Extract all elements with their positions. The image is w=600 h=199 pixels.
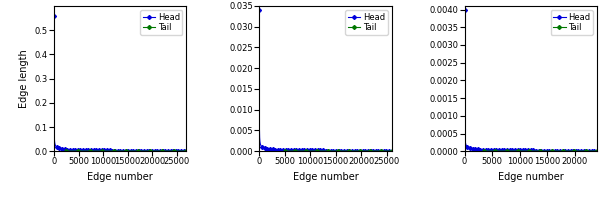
Line: Head: Head [258, 9, 393, 152]
Legend: Head, Tail: Head, Tail [551, 10, 593, 35]
Line: Tail: Tail [482, 150, 598, 152]
Legend: Head, Tail: Head, Tail [140, 10, 182, 35]
Head [388, 149, 395, 152]
Tail [539, 150, 547, 152]
Tail [388, 150, 395, 152]
Head [183, 150, 190, 152]
Head [72, 149, 79, 151]
Tail [388, 150, 395, 152]
Head [461, 8, 468, 11]
Head [357, 149, 364, 152]
Tail [574, 150, 581, 152]
Tail [82, 150, 89, 152]
Head [282, 149, 289, 151]
Head [593, 149, 600, 152]
Head [324, 149, 331, 152]
Tail [62, 150, 70, 152]
Head [531, 149, 538, 152]
Tail [358, 150, 365, 152]
Head [136, 149, 143, 152]
Head [551, 149, 559, 152]
Tail [480, 150, 487, 152]
Tail [383, 150, 390, 152]
Tail [101, 150, 109, 152]
Line: Head: Head [463, 8, 598, 152]
Line: Tail: Tail [65, 150, 188, 152]
Head [96, 149, 103, 152]
Head [137, 149, 144, 152]
Head [109, 149, 116, 152]
Head [50, 15, 58, 17]
Tail [104, 150, 111, 152]
Tail [183, 150, 190, 152]
X-axis label: Edge number: Edge number [498, 172, 563, 182]
Head [264, 148, 271, 150]
Y-axis label: Edge length: Edge length [19, 49, 29, 108]
Line: Head: Head [53, 14, 188, 152]
Tail [307, 150, 314, 152]
Line: Tail: Tail [283, 150, 393, 152]
Tail [172, 150, 179, 152]
Head [256, 9, 263, 11]
Tail [593, 150, 600, 152]
Head [100, 149, 107, 152]
Head [589, 149, 596, 152]
Tail [100, 150, 107, 152]
Head [263, 148, 271, 150]
Head [479, 148, 487, 151]
Legend: Head, Tail: Head, Tail [346, 10, 388, 35]
Tail [510, 150, 517, 152]
Head [547, 149, 554, 152]
Tail [103, 150, 110, 152]
Tail [485, 150, 493, 152]
Tail [340, 150, 347, 152]
X-axis label: Edge number: Edge number [88, 172, 153, 182]
Tail [525, 150, 532, 152]
X-axis label: Edge number: Edge number [293, 172, 358, 182]
Head [463, 144, 470, 146]
Tail [281, 150, 289, 152]
Tail [503, 150, 511, 152]
Tail [324, 150, 331, 152]
Head [379, 149, 386, 152]
